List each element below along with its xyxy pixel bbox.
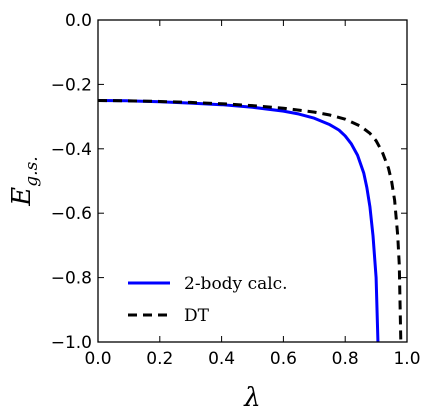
y-tick-label: −0.6: [51, 204, 92, 224]
y-tick-label: −0.4: [51, 140, 92, 160]
legend-label-1: 2-body calc.: [184, 274, 288, 294]
x-tick-label: 0.0: [84, 349, 111, 369]
series-layer: [98, 99, 403, 342]
ticks-layer: 0.0 0.2 0.4 0.6 0.8 1.0 0.0 −0.2 −0.4 −0.6 −0.8 −1.…: [51, 11, 421, 369]
y-tick-label: −0.2: [51, 75, 92, 95]
plot-frame: [97, 19, 408, 343]
legend-label-2: DT: [184, 306, 210, 326]
y-axis-label-main: E: [7, 187, 37, 207]
legend: 2-body calc. DT: [128, 274, 288, 326]
x-tick-label: 0.8: [332, 349, 359, 369]
y-axis-label-subscript: g.s.: [22, 156, 42, 186]
y-tick-label: −0.8: [51, 269, 92, 289]
y-tick-label: −1.0: [51, 333, 92, 353]
x-tick-label: 0.2: [146, 349, 173, 369]
x-tick-label: 0.6: [270, 349, 297, 369]
x-tick-label: 0.4: [208, 349, 235, 369]
x-tick-label: 1.0: [393, 349, 420, 369]
series-line-2: [98, 99, 403, 342]
y-tick-label: 0.0: [65, 11, 92, 31]
series-line-1: [98, 99, 380, 342]
y-axis-label: Eg.s.: [7, 156, 42, 206]
x-axis-label: λ: [243, 383, 260, 413]
